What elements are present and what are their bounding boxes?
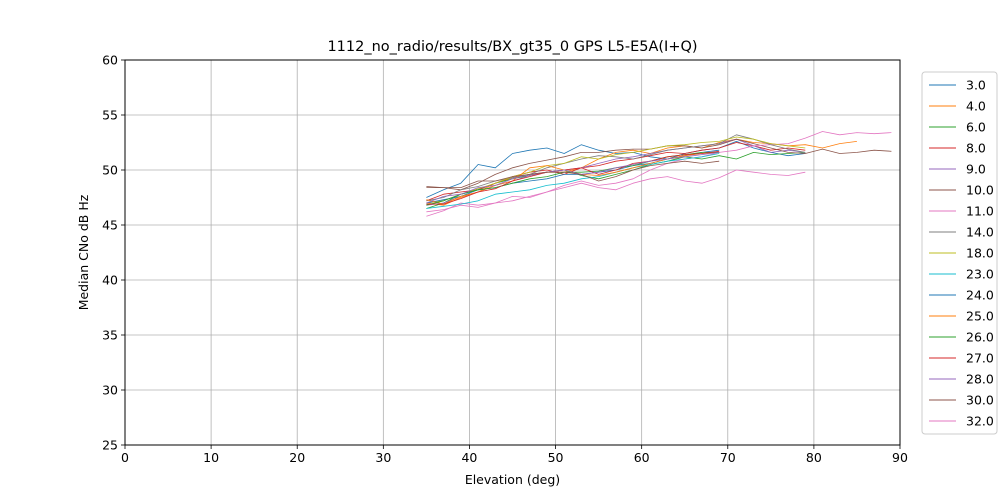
x-tick-label: 0 [121, 450, 129, 465]
y-tick-label: 30 [102, 383, 118, 398]
x-tick-label: 10 [203, 450, 219, 465]
legend-label: 3.0 [966, 78, 986, 93]
legend-label: 23.0 [966, 267, 994, 282]
legend-label: 32.0 [966, 414, 994, 429]
series-line-11.0 [426, 131, 892, 217]
legend-label: 25.0 [966, 309, 994, 324]
y-axis-label: Median CNo dB Hz [76, 194, 91, 310]
legend-frame [921, 71, 998, 435]
legend: 3.0 4.0 6.0 8.0 9.0 10.0 11.0 14.0 18.0 23.0 24.0 2… [921, 71, 998, 435]
x-tick-label: 20 [289, 450, 305, 465]
x-tick-label: 50 [548, 450, 564, 465]
legend-label: 27.0 [966, 351, 994, 366]
legend-label: 4.0 [966, 99, 986, 114]
grid-lines [124, 59, 901, 446]
y-axis: 25 30 35 40 45 50 55 60 [102, 53, 125, 453]
series-line-23.0 [426, 153, 720, 209]
plot-frame [124, 59, 901, 446]
x-tick-label: 80 [806, 450, 822, 465]
series-line-32.0 [426, 169, 806, 213]
y-tick-label: 25 [102, 438, 118, 453]
y-tick-label: 50 [102, 163, 118, 178]
y-tick-label: 40 [102, 273, 118, 288]
legend-label: 11.0 [966, 204, 994, 219]
x-tick-label: 60 [634, 450, 650, 465]
legend-label: 26.0 [966, 330, 994, 345]
legend-label: 18.0 [966, 246, 994, 261]
legend-label: 30.0 [966, 393, 994, 408]
series-lines [426, 131, 892, 217]
series-line-28.0 [426, 152, 720, 204]
y-tick-label: 45 [102, 218, 118, 233]
y-tick-label: 60 [102, 53, 118, 68]
series-line-18.0 [426, 136, 806, 204]
legend-label: 8.0 [966, 141, 986, 156]
x-tick-label: 90 [892, 450, 908, 465]
x-axis: 0 10 20 30 40 50 60 70 80 90 [121, 445, 908, 465]
x-tick-label: 40 [461, 450, 477, 465]
series-line-27.0 [426, 150, 720, 205]
x-axis-label: Elevation (deg) [465, 472, 560, 487]
legend-label: 6.0 [966, 120, 986, 135]
legend-label: 28.0 [966, 372, 994, 387]
legend-label: 14.0 [966, 225, 994, 240]
x-tick-label: 70 [720, 450, 736, 465]
chart-title: 1112_no_radio/results/BX_gt35_0 GPS L5-E… [327, 39, 697, 55]
series-line-30.0 [426, 160, 720, 189]
legend-label: 9.0 [966, 162, 986, 177]
y-tick-label: 55 [102, 108, 118, 123]
x-tick-label: 30 [375, 450, 391, 465]
y-tick-label: 35 [102, 328, 118, 343]
legend-label: 10.0 [966, 183, 994, 198]
legend-label: 24.0 [966, 288, 994, 303]
series-line-14.0 [426, 134, 806, 202]
